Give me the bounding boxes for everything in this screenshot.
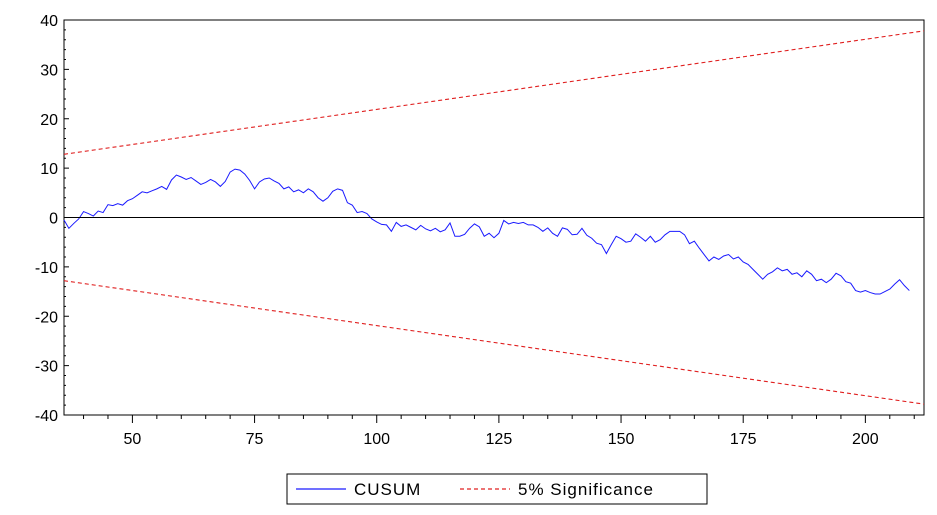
series-layer [63, 30, 925, 405]
y-tick-label: 10 [40, 161, 58, 178]
y-tick-label: -40 [35, 408, 58, 425]
y-tick-label: 20 [40, 112, 58, 129]
legend-label-significance: 5% Significance [518, 480, 654, 499]
significance-upper-line [63, 30, 925, 155]
y-tick-label: -30 [35, 359, 58, 376]
significance-lower-line [63, 280, 925, 405]
y-tick-label: 30 [40, 62, 58, 79]
x-tick-label: 200 [852, 431, 879, 448]
x-tick-label: 150 [608, 431, 635, 448]
y-tick-label: -10 [35, 260, 58, 277]
legend: CUSUM 5% Significance [286, 473, 708, 505]
x-axis: 50 75 100 125 150 175 200 [83, 415, 915, 448]
y-tick-label: -20 [35, 309, 58, 326]
x-tick-label: 50 [124, 431, 142, 448]
x-tick-label: 125 [486, 431, 513, 448]
x-tick-label: 175 [730, 431, 757, 448]
legend-label-cusum: CUSUM [354, 480, 421, 499]
y-tick-label: 40 [40, 13, 58, 30]
y-axis: 40 30 20 10 0 -10 -20 -30 -40 [35, 13, 69, 425]
x-tick-label: 100 [363, 431, 390, 448]
cusum-line [63, 168, 910, 295]
y-tick-label: 0 [49, 211, 58, 228]
x-tick-label: 75 [246, 431, 264, 448]
